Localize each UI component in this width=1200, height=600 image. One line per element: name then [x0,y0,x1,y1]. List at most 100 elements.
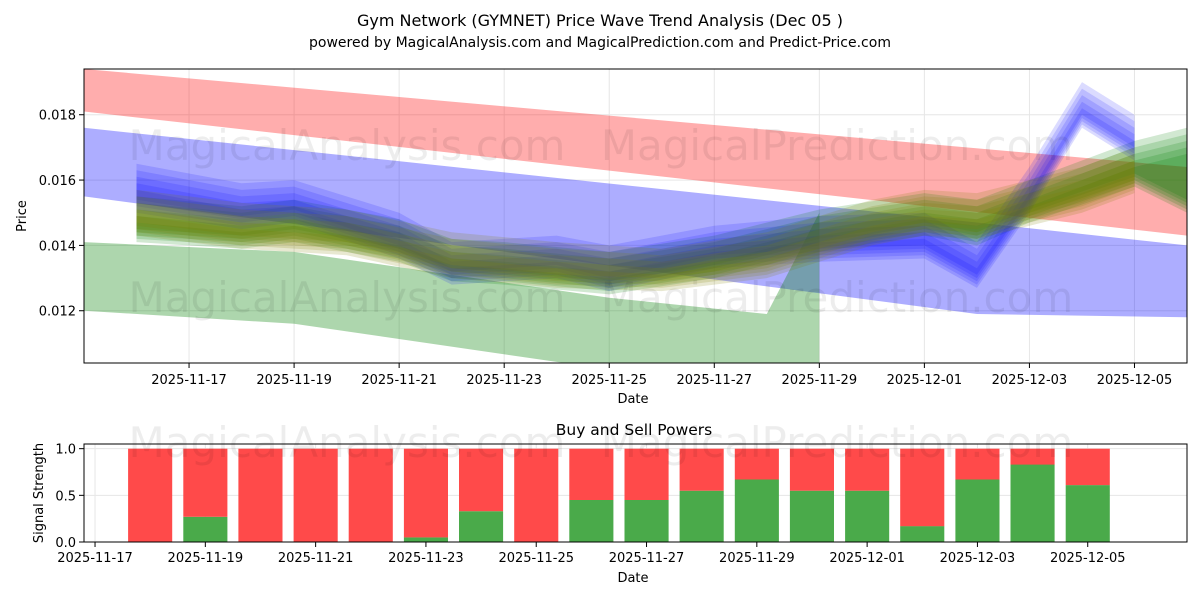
top-x-tick-label: 2025-11-21 [361,373,437,388]
top-watermarks: MagicalAnalysis.com MagicalPrediction.com… [129,121,1074,322]
bottom-y-tick-label: 1.0 [55,443,76,458]
top-axes: 2025-11-17 2025-11-19 2025-11-21 2025-11-23… [39,109,1172,388]
bottom-x-tick-label: 2025-11-19 [168,551,244,566]
top-x-tick-label: 2025-12-05 [1097,373,1173,388]
bottom-axes: 2025-11-17 2025-11-19 2025-11-21 2025-11-23… [55,443,1125,566]
sell-bar [569,448,614,500]
bottom-x-tick-label: 2025-12-05 [1050,551,1126,566]
green-wave-layer-3 [136,134,1187,285]
green-wave-layer-1 [136,147,1187,292]
top-plot-area [84,69,1187,363]
sell-bar [183,448,228,517]
sell-bar [734,448,779,480]
red-band [84,69,1187,236]
top-x-tick-label: 2025-11-27 [677,373,753,388]
top-y-tick-label: 0.016 [39,174,76,189]
bottom-watermarks: MagicalAnalysis.com MagicalPrediction.com [129,418,1074,467]
sell-bar [128,448,173,542]
bottom-x-tick-label: 2025-11-29 [719,551,795,566]
buy-bar [955,479,1000,542]
buy-bar [789,490,834,542]
green-wave-layer-2 [136,140,1187,288]
top-y-tick-label: 0.012 [39,305,76,320]
bottom-chart-title: Buy and Sell Powers [556,421,713,439]
top-y-tick-label: 0.014 [39,239,76,254]
green-wave-layer-4 [136,127,1187,282]
sell-bar [1065,448,1110,486]
green-low-band [84,212,820,363]
blue-wave-layer-4 [136,82,1135,279]
top-x-tick-label: 2025-11-17 [151,373,227,388]
sell-bar [238,448,283,542]
top-y-axis-label: Price [15,200,30,232]
top-y-tick-label: 0.018 [39,109,76,124]
buy-bar [569,500,614,542]
buy-bar [403,537,448,542]
bottom-x-axis-label: Date [617,571,648,586]
bottom-x-tick-label: 2025-12-01 [829,551,905,566]
chart-title: Gym Network (GYMNET) Price Wave Trend An… [357,11,843,30]
buy-bar [900,526,945,542]
green-wave-layer-0 [136,153,1187,295]
sell-bar [900,448,945,527]
watermark-text: MagicalAnalysis.com [129,418,566,467]
sell-bar [1010,448,1055,465]
top-x-tick-label: 2025-11-19 [256,373,332,388]
bottom-y-tick-label: 0.5 [55,489,76,504]
bottom-x-tick-label: 2025-12-03 [940,551,1016,566]
bottom-y-tick-label: 0.0 [55,536,76,551]
bottom-y-axis-label: Signal Strength [32,443,47,543]
bottom-x-tick-label: 2025-11-17 [57,551,133,566]
sell-bar [403,448,448,538]
bottom-x-tick-label: 2025-11-21 [278,551,354,566]
buy-bar [183,516,228,542]
watermark-text: MagicalPrediction.com [601,121,1074,170]
olive-wave-layer-0 [136,173,1135,292]
watermark-text: MagicalPrediction.com [601,273,1074,322]
olive-wave-layer-3 [136,153,1135,282]
buy-bar [679,490,724,542]
sell-bar [459,448,504,512]
buy-bar [1010,464,1055,542]
top-x-tick-label: 2025-11-29 [782,373,858,388]
top-grid [84,69,1187,363]
watermark-text: MagicalPrediction.com [601,418,1074,467]
blue-wave-layer-2 [136,95,1135,285]
bottom-x-tick-label: 2025-11-23 [388,551,464,566]
olive-wave-layer-1 [136,167,1135,288]
blue-band [84,127,1187,318]
buy-bar [459,511,504,542]
top-x-tick-label: 2025-12-03 [992,373,1068,388]
buy-bar [1065,485,1110,542]
blue-wave-layer-0 [136,108,1135,292]
top-axes-frame [83,68,1188,364]
sell-bar [955,448,1000,480]
sell-bar [789,448,834,491]
chart-subtitle: powered by MagicalAnalysis.com and Magic… [309,35,891,51]
bottom-plot-area [128,448,1110,542]
olive-wave-layer-2 [136,160,1135,285]
sell-bar [845,448,890,491]
watermark-text: MagicalAnalysis.com [129,273,566,322]
buy-bar [734,479,779,542]
sell-bar [624,448,669,500]
watermark-text: MagicalAnalysis.com [129,121,566,170]
sell-bar [679,448,724,491]
bottom-x-tick-label: 2025-11-25 [498,551,574,566]
bottom-x-tick-label: 2025-11-27 [609,551,685,566]
top-x-tick-label: 2025-11-23 [466,373,542,388]
blue-wave-layer-1 [136,101,1135,288]
sell-bar [293,448,338,542]
sell-bar [348,448,393,542]
buy-bar [624,500,669,542]
olive-wave-layer-4 [136,147,1135,279]
top-x-axis-label: Date [617,392,648,407]
top-x-tick-label: 2025-12-01 [887,373,963,388]
sell-bar [514,448,559,542]
top-x-tick-label: 2025-11-25 [571,373,647,388]
bottom-axes-frame [83,443,1188,543]
buy-bar [845,490,890,542]
blue-wave-layer-3 [136,88,1135,282]
